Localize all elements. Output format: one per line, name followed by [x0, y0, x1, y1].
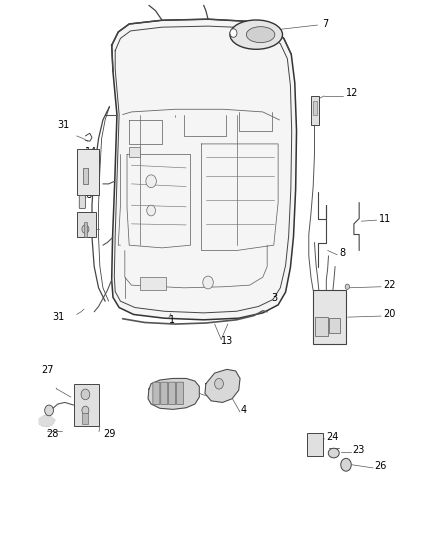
FancyBboxPatch shape — [311, 96, 319, 125]
Text: 4: 4 — [241, 406, 247, 415]
Text: 14: 14 — [85, 147, 98, 157]
Text: 21: 21 — [331, 291, 343, 301]
FancyBboxPatch shape — [84, 222, 87, 237]
Ellipse shape — [328, 448, 339, 458]
Circle shape — [81, 389, 90, 400]
Circle shape — [147, 205, 155, 216]
FancyBboxPatch shape — [153, 382, 160, 405]
Text: 27: 27 — [42, 366, 54, 375]
FancyBboxPatch shape — [79, 196, 85, 208]
FancyBboxPatch shape — [161, 382, 168, 405]
Text: 3: 3 — [272, 294, 278, 303]
Text: 29: 29 — [103, 430, 115, 439]
FancyBboxPatch shape — [77, 212, 96, 237]
Circle shape — [146, 175, 156, 188]
FancyBboxPatch shape — [83, 168, 88, 184]
Circle shape — [82, 406, 89, 415]
FancyBboxPatch shape — [140, 277, 166, 290]
Circle shape — [230, 29, 237, 37]
FancyBboxPatch shape — [82, 413, 88, 424]
Text: 5: 5 — [215, 392, 221, 402]
FancyBboxPatch shape — [313, 101, 317, 115]
Polygon shape — [148, 378, 199, 409]
Text: 7: 7 — [322, 19, 328, 29]
Ellipse shape — [230, 20, 283, 50]
Polygon shape — [39, 416, 55, 426]
Text: 12: 12 — [346, 88, 358, 98]
Text: 1: 1 — [169, 315, 175, 325]
Text: 20: 20 — [383, 310, 396, 319]
Text: 17: 17 — [81, 222, 93, 231]
Text: 23: 23 — [353, 446, 365, 455]
FancyBboxPatch shape — [315, 317, 328, 336]
Ellipse shape — [246, 27, 275, 43]
Text: 31: 31 — [57, 120, 69, 130]
Circle shape — [345, 284, 350, 289]
Text: 16: 16 — [81, 190, 93, 199]
Circle shape — [203, 276, 213, 289]
FancyBboxPatch shape — [74, 384, 99, 426]
Text: 26: 26 — [374, 462, 387, 471]
Text: 11: 11 — [379, 214, 391, 223]
Text: 13: 13 — [221, 336, 233, 346]
Circle shape — [45, 405, 53, 416]
Text: 8: 8 — [339, 248, 346, 258]
Polygon shape — [205, 369, 240, 402]
Text: 22: 22 — [383, 280, 396, 290]
FancyBboxPatch shape — [329, 318, 340, 333]
FancyBboxPatch shape — [129, 147, 140, 157]
FancyBboxPatch shape — [313, 290, 346, 344]
FancyBboxPatch shape — [169, 382, 176, 405]
Text: 31: 31 — [53, 312, 65, 322]
Circle shape — [215, 378, 223, 389]
Text: 24: 24 — [326, 432, 339, 442]
FancyBboxPatch shape — [177, 382, 184, 405]
FancyBboxPatch shape — [77, 149, 99, 195]
Circle shape — [341, 458, 351, 471]
FancyBboxPatch shape — [307, 433, 323, 456]
Text: 28: 28 — [46, 430, 58, 439]
Circle shape — [82, 225, 89, 233]
Polygon shape — [112, 19, 297, 320]
